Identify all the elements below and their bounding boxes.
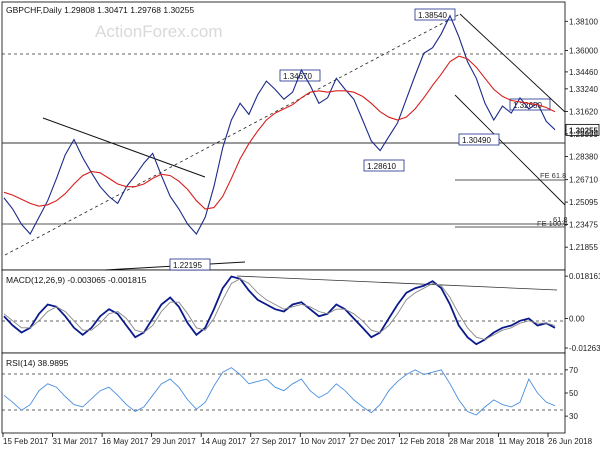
chart-dynamic-layer: 1.38100 1.36000 1.34460 1.33240 1.31620 1.302… [2, 14, 600, 446]
rsi-ytick-label: 50 [569, 389, 578, 398]
price-ytick-label: 1.29999 [569, 130, 598, 139]
label-134670: 1.34670 [279, 69, 321, 82]
current-price-box [565, 123, 600, 136]
price-ytick-label: 1.36000 [569, 46, 598, 55]
channel-top-line [459, 13, 566, 113]
rising-channel-dashed [4, 13, 461, 256]
macd-divergence-line [236, 275, 558, 291]
price-ytick-label: 1.31620 [569, 107, 598, 116]
macd-series-1 [3, 278, 556, 340]
label-138540: 1.38540 [414, 8, 456, 21]
level-61-8-label: 61.8 [553, 215, 568, 224]
price-ytick-label: 1.25095 [569, 198, 598, 207]
price-ytick-label: 1.30255 [569, 126, 598, 135]
xtick-label: 10 Nov 2017 [300, 437, 346, 446]
fe-61-8-label: FE 61.8 [540, 171, 566, 180]
xtick-label: 31 Mar 2017 [53, 437, 98, 446]
falling-trendline [42, 117, 206, 178]
svg-text:1.22195: 1.22195 [173, 261, 202, 270]
macd-series-0 [3, 275, 556, 346]
label-130490: 1.30490 [458, 133, 500, 146]
svg-text:1.28610: 1.28610 [367, 162, 396, 171]
xtick-label: 15 Feb 2017 [3, 437, 48, 446]
svg-text:1.38540: 1.38540 [418, 11, 447, 20]
channel-bottom-line [454, 94, 566, 206]
xtick-label: 12 Feb 2018 [399, 437, 444, 446]
xtick-label: 27 Sep 2017 [251, 437, 297, 446]
xtick-label: 14 Aug 2017 [201, 437, 246, 446]
price-ytick-label: 1.26710 [569, 176, 598, 185]
price-ytick-label: 1.38100 [569, 17, 598, 26]
fe-100-label: FE 100.0 [537, 219, 567, 228]
price-series-0 [3, 14, 556, 235]
macd-title: MACD(12,26,9) -0.003065 -0.001815 [6, 275, 147, 285]
macd-ytick-label: 0.018161 [569, 272, 600, 281]
svg-text:1.34670: 1.34670 [283, 72, 312, 81]
xtick-label: 11 May 2018 [498, 437, 544, 446]
rsi-series-0 [3, 367, 556, 416]
price-ytick-label: 1.34460 [569, 68, 598, 77]
xtick-label: 28 Mar 2018 [449, 437, 494, 446]
rsi-ytick-label: 30 [569, 412, 578, 421]
price-ytick-label: 1.23475 [569, 221, 598, 230]
price-ytick-label: 1.28380 [569, 152, 598, 161]
xtick-label: 26 Jun 2018 [548, 437, 593, 446]
price-series-1 [3, 55, 556, 210]
main-chart-title: GBPCHF,Daily 1.29808 1.30471 1.29768 1.3… [6, 5, 194, 15]
label-122195: 1.22195 [169, 258, 211, 271]
watermark: ActionForex.com [95, 22, 223, 41]
svg-text:1.30490: 1.30490 [462, 136, 491, 145]
xtick-label: 29 Jun 2017 [152, 437, 197, 446]
xtick-label: 27 Dec 2017 [350, 437, 396, 446]
rsi-title: RSI(14) 38.9895 [6, 358, 69, 368]
price-ytick-label: 1.33240 [569, 85, 598, 94]
price-ytick-label: 1.21855 [569, 243, 598, 252]
rsi-panel-frame [1, 352, 566, 434]
xtick-label: 16 May 2017 [102, 437, 149, 446]
rsi-ytick-label: 70 [569, 366, 578, 375]
svg-text:1.32650: 1.32650 [513, 101, 542, 110]
macd-ytick-label: 0.00 [569, 315, 585, 324]
label-132650: 1.32650 [509, 98, 551, 111]
label-128610: 1.28610 [363, 159, 405, 172]
